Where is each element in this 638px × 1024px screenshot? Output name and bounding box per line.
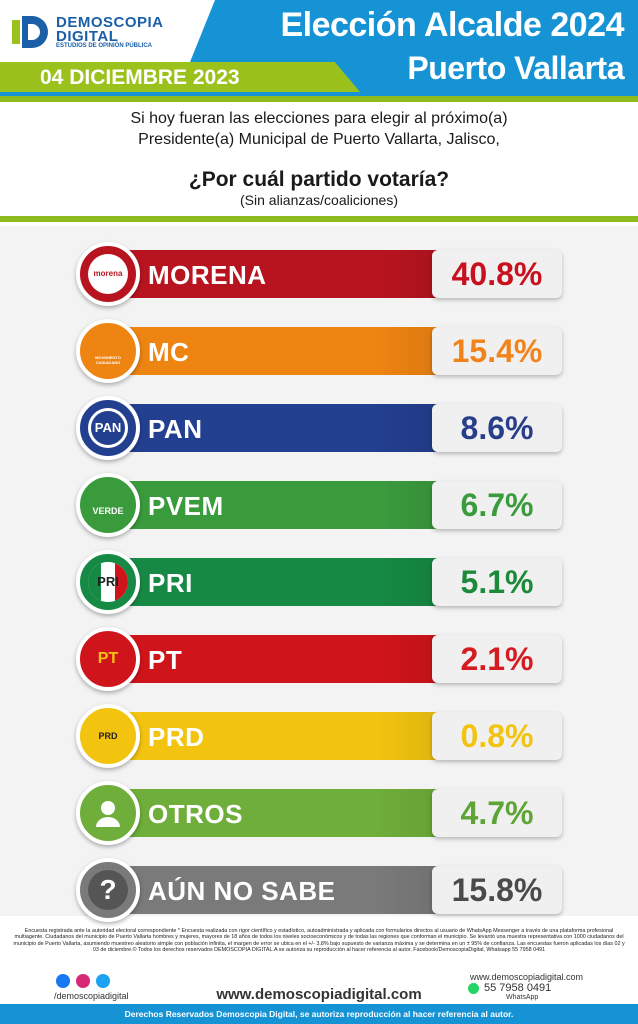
bar-value-box: 2.1%: [432, 635, 562, 683]
divider-top: [0, 96, 638, 102]
bar-row: PRD 0.8% PRD: [76, 704, 564, 768]
bar: MORENA: [102, 250, 494, 298]
bar-value-label: 8.6%: [460, 410, 534, 446]
bar-value-box: 0.8%: [432, 712, 562, 760]
pri-emblem-icon: PRI: [76, 550, 140, 614]
methodology-note: Encuesta registrada ante la autoridad el…: [13, 928, 625, 954]
bar-value-label: 15.4%: [451, 333, 543, 369]
demoscopia-logo-icon: [12, 16, 48, 48]
bar-category-label: PRI: [148, 568, 193, 598]
bar-value-box: 8.6%: [432, 404, 562, 452]
bar-category-label: PVEM: [148, 491, 224, 521]
bar-category-label: PAN: [148, 414, 203, 444]
twitter-icon[interactable]: [96, 974, 110, 988]
bar-value-box: 15.4%: [432, 327, 562, 375]
pan-emblem-icon: PAN: [76, 396, 140, 460]
pri-label: PRI: [97, 574, 119, 589]
bar: AÚN NO SABE: [102, 866, 494, 914]
bar-value-label: 0.8%: [460, 718, 534, 754]
question-main: ¿Por cuál partido votaría?: [188, 168, 450, 191]
bar: PRI: [102, 558, 494, 606]
bar-value-label: 4.7%: [460, 795, 534, 831]
prd-emblem-icon: PRD: [76, 704, 140, 768]
bar-value-box: 15.8%: [432, 866, 562, 914]
contact-phone-label: WhatsApp: [506, 994, 539, 1001]
emblem-inner: [88, 793, 128, 833]
bar-row: PAN 8.6% PAN: [76, 396, 564, 460]
emblem-inner: ?: [88, 870, 128, 910]
mc-emblem-icon: MOVIMIENTO CIUDADANO: [76, 319, 140, 383]
survey-date: 04 DICIEMBRE 2023: [40, 66, 240, 89]
bar-row: MORENA 40.8% morena: [76, 242, 564, 306]
bar-value-box: 4.7%: [432, 789, 562, 837]
contact-phone[interactable]: 55 7958 0491: [484, 982, 552, 994]
bar-category-label: PT: [148, 645, 183, 675]
page-subtitle: Puerto Vallarta: [407, 50, 624, 86]
emblem-inner: PAN: [88, 408, 128, 448]
bar-category-label: AÚN NO SABE: [148, 876, 336, 906]
rights-text: Derechos Reservados Demoscopia Digital, …: [124, 1009, 514, 1019]
emblem-inner: VERDE: [88, 485, 128, 525]
question-sub: (Sin alianzas/coaliciones): [240, 192, 398, 208]
brand-tagline: ESTUDIOS DE OPINIÓN PÚBLICA: [56, 43, 153, 49]
emblem-inner: morena: [88, 254, 128, 294]
person-icon-emblem-icon: [76, 781, 140, 845]
bar-row: AÚN NO SABE 15.8%?: [76, 858, 564, 922]
bar-value-box: 40.8%: [432, 250, 562, 298]
header: DEMOSCOPIA DIGITAL ESTUDIOS DE OPINIÓN P…: [0, 0, 638, 96]
bar-row: MC 15.4% MOVIMIENTO CIUDADANO: [76, 319, 564, 383]
page-title: Elección Alcalde 2024: [280, 6, 624, 44]
instagram-icon[interactable]: [76, 974, 90, 988]
morena-emblem-icon: morena: [76, 242, 140, 306]
bar: PT: [102, 635, 494, 683]
bar-row: OTROS 4.7%: [76, 781, 564, 845]
contact-website[interactable]: www.demoscopiadigital.com: [470, 972, 584, 982]
bar-value-label: 2.1%: [460, 641, 534, 677]
question-line1: Si hoy fueran las elecciones para elegir…: [130, 110, 508, 127]
bar-category-label: MORENA: [148, 260, 267, 290]
social-handle: /demoscopiadigital: [54, 991, 129, 1001]
question-icon-emblem-icon: ?: [76, 858, 140, 922]
bar: PAN: [102, 404, 494, 452]
pt-emblem-icon: PT: [76, 627, 140, 691]
bar-row: PVEM 6.7% VERDE: [76, 473, 564, 537]
bar-value-box: 5.1%: [432, 558, 562, 606]
question-text: Si hoy fueran las elecciones para elegir…: [0, 108, 638, 150]
website-link[interactable]: www.demoscopiadigital.com: [216, 986, 422, 1003]
emblem-inner: PRI: [88, 562, 128, 602]
question-line2: Presidente(a) Municipal de Puerto Vallar…: [138, 131, 500, 148]
bar-value-box: 6.7%: [432, 481, 562, 529]
bar: PRD: [102, 712, 494, 760]
bar-value-label: 5.1%: [460, 564, 534, 600]
brand-name: DEMOSCOPIA: [56, 14, 164, 31]
date-band: [0, 62, 360, 92]
bar-category-label: PRD: [148, 722, 205, 752]
facebook-icon[interactable]: [56, 974, 70, 988]
whatsapp-icon: [468, 983, 479, 994]
person-icon: [96, 801, 120, 827]
rights-bar: Derechos Reservados Demoscopia Digital, …: [0, 1004, 638, 1024]
emblem-inner: MOVIMIENTO CIUDADANO: [88, 331, 128, 371]
bar-row: PRI 5.1% PRI: [76, 550, 564, 614]
bar-value-label: 15.8%: [451, 872, 543, 908]
verde-emblem-icon: VERDE: [76, 473, 140, 537]
bar: MC: [102, 327, 494, 375]
bar-category-label: OTROS: [148, 799, 243, 829]
social-icons: [56, 974, 110, 988]
emblem-inner: PRD: [88, 716, 128, 756]
bar-value-label: 40.8%: [451, 256, 543, 292]
bar-row: PT 2.1% PT: [76, 627, 564, 691]
bar: PVEM: [102, 481, 494, 529]
divider-bottom: [0, 216, 638, 222]
bar: OTROS: [102, 789, 494, 837]
chart-area: MORENA 40.8% morena MC 15.4% MOVIMIENTO CIUDA…: [0, 226, 638, 922]
emblem-inner: PT: [88, 639, 128, 679]
brand-name-line2: DIGITAL: [56, 28, 119, 45]
bar-category-label: MC: [148, 337, 190, 367]
bar-value-label: 6.7%: [460, 487, 534, 523]
